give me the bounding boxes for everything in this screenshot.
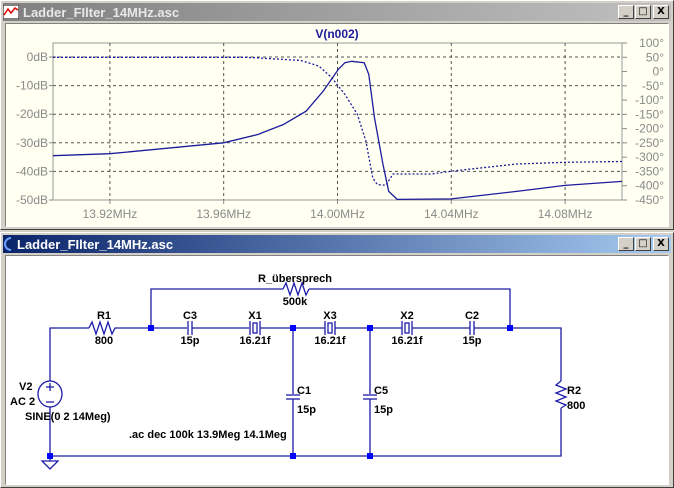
ac-directive[interactable]: .ac dec 100k 13.9Meg 14.1Meg [129, 429, 287, 441]
c5-value: 15p [374, 404, 393, 416]
c3-value: 15p [181, 335, 200, 347]
crystal-x1[interactable] [249, 321, 261, 335]
x2-value: 16.21f [391, 335, 423, 347]
y-tick-label: -10dB [16, 79, 48, 93]
r-cross-value: 500k [283, 296, 308, 308]
bode-plot: V(n002) 13.92MHz 13.96MHz 14.00MHz 14.04MHz… [16, 27, 665, 221]
wire [474, 327, 562, 381]
x-tick-label: 14.04MHz [424, 207, 479, 221]
plot-pane[interactable]: V(n002) 13.92MHz 13.96MHz 14.00MHz 14.04MHz… [5, 23, 669, 227]
y-tick-label: -30dB [16, 136, 48, 150]
plot-window-titlebar[interactable]: Ladder_FIlter_14MHz.asc _ □ X [3, 3, 671, 21]
y-tick-label: 0dB [27, 50, 48, 64]
phase-trace [53, 56, 623, 186]
v2-label: V2 [19, 381, 32, 393]
waveform-icon [3, 5, 19, 19]
resistor-r2[interactable] [554, 380, 568, 409]
c1-label: C1 [297, 385, 311, 397]
y-tick-label: -20dB [16, 107, 48, 121]
c1-value: 15p [297, 404, 316, 416]
crystal-x2[interactable] [401, 321, 413, 335]
wire [49, 327, 89, 381]
maximize-button[interactable]: □ [635, 5, 651, 19]
schematic-drawing: R1 800 R_übersprech 500k C3 15p X1 16.21… [10, 273, 585, 470]
r2-label: R2 [567, 385, 581, 397]
plot-window-title: Ladder_FIlter_14MHz.asc [23, 4, 180, 20]
y2-tick-label: -400° [635, 179, 664, 193]
schematic-window-title: Ladder_FIlter_14MHz.asc [17, 236, 174, 252]
y2-tick-label: -50° [642, 79, 664, 93]
v2-ac: AC 2 [10, 396, 35, 408]
voltage-source-v2[interactable] [37, 380, 63, 408]
wire [150, 288, 283, 328]
schematic-window-titlebar[interactable]: Ladder_FIlter_14MHz.asc _ □ X [3, 235, 671, 253]
c3-label: C3 [183, 310, 197, 322]
x3-value: 16.21f [314, 335, 346, 347]
wire [309, 288, 511, 328]
junctions [47, 325, 513, 459]
c5-label: C5 [374, 385, 388, 397]
minimize-button[interactable]: _ [618, 5, 634, 19]
v2-value: SINE(0 2 14Meg) [25, 411, 111, 423]
y-tick-label: -40dB [16, 164, 48, 178]
y2-tick-label: 50° [646, 50, 664, 64]
close-button[interactable]: X [653, 5, 669, 19]
y2-tick-label: -100° [635, 93, 664, 107]
y2-tick-label: -150° [635, 107, 664, 121]
minimize-button[interactable]: _ [618, 237, 634, 251]
r-cross-label: R_übersprech [258, 273, 332, 285]
crystal-x3[interactable] [324, 321, 336, 335]
resistor-r-cross[interactable] [282, 280, 310, 298]
x1-label: X1 [248, 310, 261, 322]
close-button[interactable]: X [653, 237, 669, 251]
r1-label: R1 [97, 310, 111, 322]
y2-tick-label: 100° [639, 36, 664, 50]
y2-tick-label: -200° [635, 122, 664, 136]
plot-window: Ladder_FIlter_14MHz.asc _ □ X V(n002) 13… [0, 0, 674, 230]
c2-value: 15p [463, 335, 482, 347]
y2-tick-label: -300° [635, 150, 664, 164]
x1-value: 16.21f [239, 335, 271, 347]
resistor-r1[interactable] [88, 319, 117, 337]
x-tick-label: 13.96MHz [196, 207, 251, 221]
y2-tick-label: 0° [653, 65, 665, 79]
y2-tick-label: -250° [635, 136, 664, 150]
x-tick-label: 14.00MHz [310, 207, 365, 221]
magnitude-trace [52, 60, 623, 201]
maximize-button[interactable]: □ [635, 237, 651, 251]
schematic-canvas[interactable]: R1 800 R_übersprech 500k C3 15p X1 16.21… [5, 255, 669, 485]
schematic-icon [4, 237, 12, 251]
x2-label: X2 [400, 310, 413, 322]
y2-tick-label: -450° [635, 193, 664, 207]
wire [49, 407, 562, 457]
x3-label: X3 [323, 310, 336, 322]
c2-label: C2 [465, 310, 479, 322]
y2-tick-label: -350° [635, 164, 664, 178]
schematic-window: Ladder_FIlter_14MHz.asc _ □ X [0, 232, 674, 488]
r1-value: 800 [95, 335, 113, 347]
x-tick-label: 14.08MHz [538, 207, 593, 221]
x-tick-label: 13.92MHz [83, 207, 138, 221]
plot-title[interactable]: V(n002) [315, 27, 358, 41]
y-tick-label: -50dB [16, 193, 48, 207]
r2-value: 800 [567, 400, 585, 412]
